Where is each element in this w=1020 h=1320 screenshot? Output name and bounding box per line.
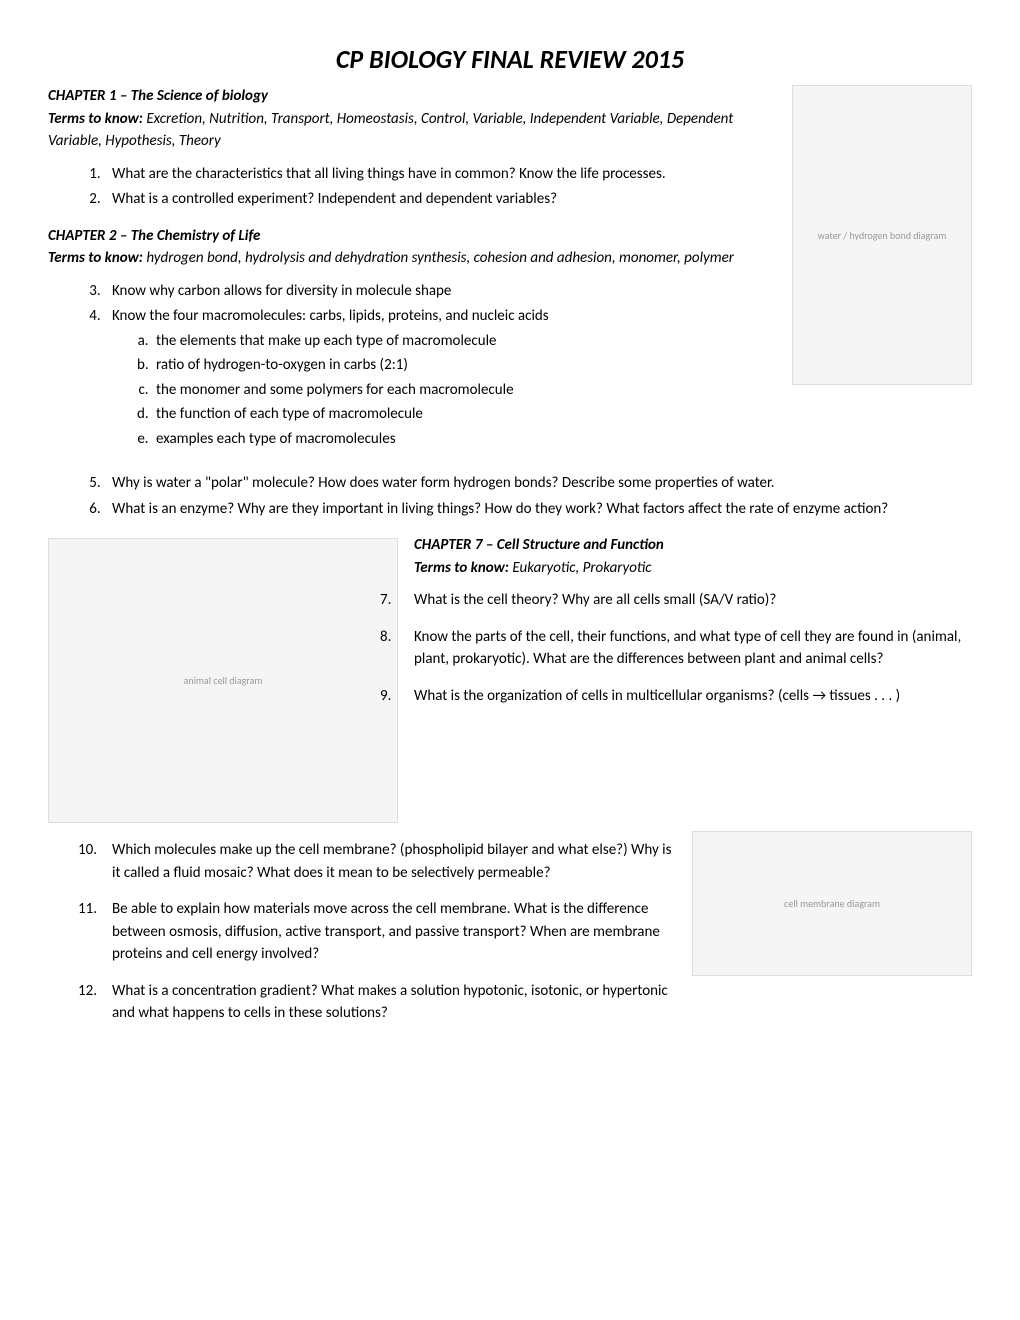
membrane-diagram-image: cell membrane diagram	[692, 831, 972, 976]
terms-content: Eukaryotic, Prokaryotic	[512, 559, 651, 577]
terms-label: Terms to know:	[414, 559, 509, 577]
terms-content: hydrogen bond, hydrolysis and dehydratio…	[146, 249, 734, 267]
question-4-text: Know the four macromolecules: carbs, lip…	[112, 307, 549, 325]
question-6: What is an enzyme? Why are they importan…	[104, 498, 972, 521]
terms-label: Terms to know:	[48, 249, 143, 267]
chapter-2-questions-b: Why is water a "polar" molecule? How doe…	[48, 472, 972, 520]
question-4e: examples each type of macromolecules	[152, 428, 972, 451]
document-title: CP BIOLOGY FINAL REVIEW 2015	[48, 40, 972, 79]
cell-diagram-image: animal cell diagram	[48, 538, 398, 823]
question-5: Why is water a "polar" molecule? How doe…	[104, 472, 972, 495]
question-4d: the function of each type of macromolecu…	[152, 403, 972, 426]
question-12: What is a concentration gradient? What m…	[104, 980, 972, 1025]
terms-label: Terms to know:	[48, 110, 143, 128]
terms-content: Excretion, Nutrition, Transport, Homeost…	[48, 110, 733, 151]
water-diagram-image: water / hydrogen bond diagram	[792, 85, 972, 385]
